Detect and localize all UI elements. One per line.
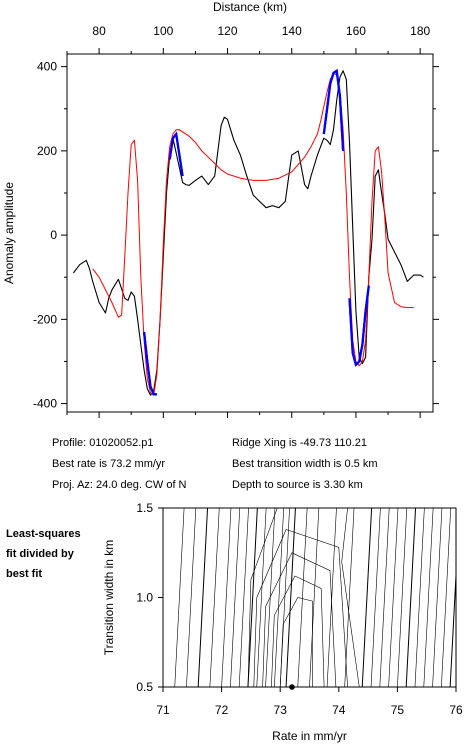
fitted-segment-line [143,331,157,396]
x-axis-title: Rate in mm/yr [272,729,347,743]
best-fit-point [289,684,295,690]
y-tick-label: 1.0 [136,591,153,605]
y-tick-label: -400 [33,397,57,411]
contour-frame [162,507,457,688]
side-note-line-2: fit divided by [6,548,74,560]
x-tick-label: 76 [449,703,463,717]
fitted-segment-line [322,68,345,151]
profile-plot-area: 80 100 120 140 160 180 -400 -200 0 200 400 Distance… [2,0,439,418]
contour-line [262,552,337,687]
contour-line [174,508,185,687]
contour-line [432,508,443,687]
y-axis-title: Anomaly amplitude [2,182,16,284]
contour-line [209,508,220,687]
contour-line [230,508,241,687]
fitted-segment-line [168,131,184,177]
observed-anomaly-line [72,70,424,396]
contour-line [297,508,308,687]
depth-to-source-label: Depth to source is 3.30 km [232,479,363,491]
contour-line [397,508,408,687]
model-anomaly-line [92,72,414,396]
x-tick-label: 120 [218,24,238,38]
profile-label: Profile: 01020052.p1 [52,437,154,449]
contour-line [449,565,456,687]
contour-line [285,508,296,687]
x-tick-label: 73 [274,703,288,717]
y-tick-label: 200 [37,144,57,158]
contour-line [326,508,337,687]
contour-line [256,508,267,687]
y-tick-label: -200 [33,312,57,326]
x-tick-label: 72 [215,703,229,717]
x-tick-label: 100 [153,24,173,38]
contour-line [344,508,355,687]
contour-line [247,508,258,687]
contour-line [238,508,249,687]
y-tick-label: 400 [37,60,57,74]
contour-line [361,508,373,687]
side-note-line-3: best fit [6,568,43,580]
x-tick-label: 160 [346,24,366,38]
contour-legend-note: Least-squares fit divided by best fit [6,524,98,584]
contour-line [247,508,278,687]
contour-line [271,575,325,687]
contour-line [379,508,390,687]
best-rate-label: Best rate is 73.2 mm/yr [52,458,166,470]
best-transition-label: Best transition width is 0.5 km [232,458,378,470]
contour-line [388,508,399,687]
contour-line [253,529,348,687]
x-tick-label: 71 [156,703,170,717]
x-tick-label: 180 [410,24,430,38]
y-tick-label: 1.5 [136,501,153,515]
x-tick-label: 140 [282,24,302,38]
contour-line [370,508,381,687]
contour-line [186,508,197,687]
contour-line [279,597,313,687]
y-axis-title: Transition width in km [102,540,116,656]
y-tick-label: 0.5 [136,680,153,694]
fitted-segment-line [348,285,370,367]
x-tick-label: 80 [92,24,106,38]
ridge-crossing-label: Ridge Xing is -49.73 110.21 [232,437,367,449]
contour-line [423,508,434,687]
contour-line [309,508,320,687]
contour-line [274,508,285,687]
contour-line [197,508,209,687]
x-axis-title: Distance (km) [213,0,287,14]
contour-lines-group [174,508,456,687]
contour-line [221,508,232,687]
contour-line [341,508,360,687]
contour-line [414,508,425,687]
contour-line [441,508,452,687]
contour-line [405,508,417,687]
profile-frame [66,53,434,413]
y-tick-label: 0 [50,228,57,242]
x-tick-label: 75 [391,703,405,717]
misfit-contour-plot-area: 71 72 73 74 75 76 0.5 1.0 1.5 Rate in mm/yr Transi… [102,501,463,743]
side-note-line-1: Least-squares [6,528,81,540]
x-tick-label: 74 [332,703,346,717]
projection-azimuth-label: Proj. Az: 24.0 deg. CW of N [52,479,187,491]
